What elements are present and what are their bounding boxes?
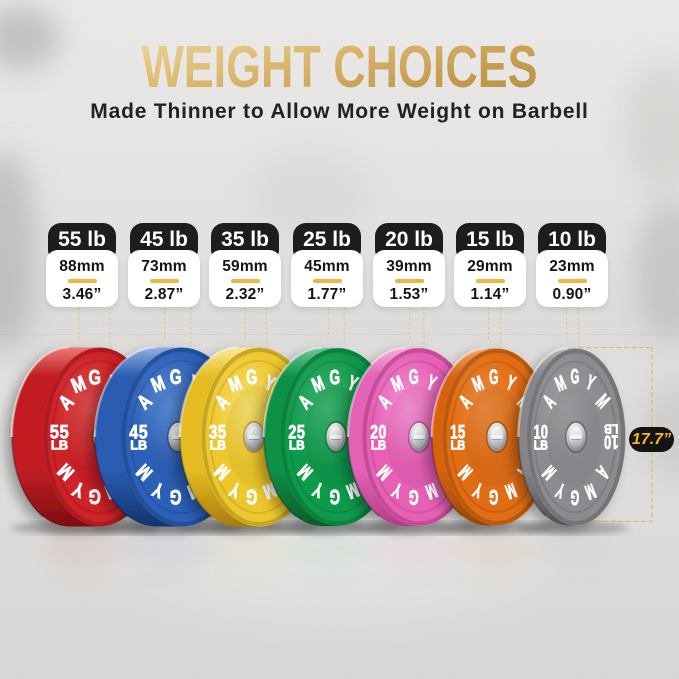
svg-text:55: 55 [50,420,69,443]
svg-text:LB: LB [210,438,226,452]
svg-text:G: G [489,365,499,389]
svg-text:20: 20 [370,420,386,443]
svg-text:G: G [169,365,182,388]
svg-text:10: 10 [533,420,548,443]
svg-text:G: G [246,485,258,509]
svg-text:35: 35 [209,420,227,442]
svg-text:LB: LB [371,438,386,453]
svg-text:G: G [570,366,579,389]
svg-text:G: G [169,485,182,508]
svg-text:G: G [329,365,340,389]
svg-text:25: 25 [288,420,305,443]
svg-text:G: G [489,485,499,509]
svg-text:LB: LB [289,438,305,453]
svg-text:G: G [570,486,579,509]
svg-text:LB: LB [604,421,619,436]
svg-text:G: G [329,485,340,509]
svg-text:G: G [408,365,419,388]
svg-text:LB: LB [51,437,68,452]
svg-text:G: G [246,365,258,389]
svg-text:15: 15 [450,421,466,443]
svg-text:G: G [408,485,419,508]
svg-text:G: G [88,365,101,389]
svg-text:10: 10 [604,431,619,454]
svg-text:LB: LB [451,438,466,453]
svg-text:LB: LB [534,437,549,452]
svg-text:45: 45 [129,421,148,443]
svg-text:LB: LB [130,437,147,452]
svg-text:G: G [88,485,101,509]
